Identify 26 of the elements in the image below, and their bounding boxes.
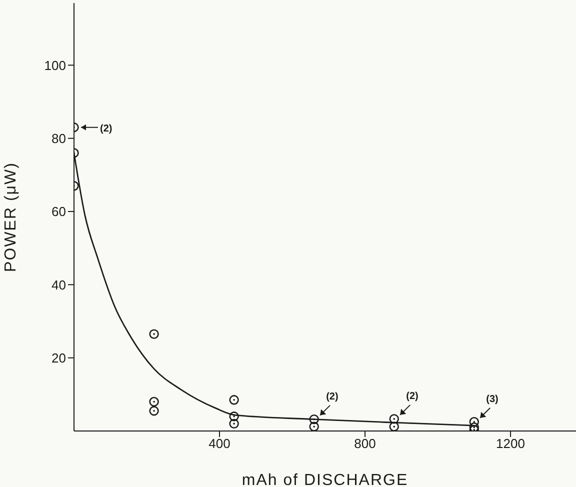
y-tick-label: 80 <box>52 130 66 146</box>
point <box>469 417 479 427</box>
annotation: (3) <box>486 394 498 405</box>
point <box>149 406 159 416</box>
annotation: (2) <box>406 390 418 402</box>
x-tick-label: 800 <box>354 436 376 452</box>
x-axis-title: mAh of DISCHARGE <box>242 472 408 487</box>
y-axis-title: POWER (μW) <box>2 162 20 272</box>
point <box>229 395 239 405</box>
point <box>389 422 399 431</box>
point <box>229 418 239 429</box>
point <box>389 414 399 424</box>
x-tick-label: 400 <box>208 436 230 452</box>
point <box>229 412 239 422</box>
y-tick-label: 100 <box>44 58 66 73</box>
annotation: (2) <box>100 123 112 134</box>
point <box>149 396 159 407</box>
y-tick-label: 20 <box>52 350 66 366</box>
y-tick-label: 60 <box>52 204 66 220</box>
point <box>149 329 159 339</box>
point <box>469 422 479 431</box>
point <box>309 414 319 424</box>
y-tick-label: 40 <box>52 277 66 292</box>
point <box>309 422 319 431</box>
annotation: (2) <box>326 391 338 402</box>
x-tick-label: 1200 <box>496 436 525 452</box>
